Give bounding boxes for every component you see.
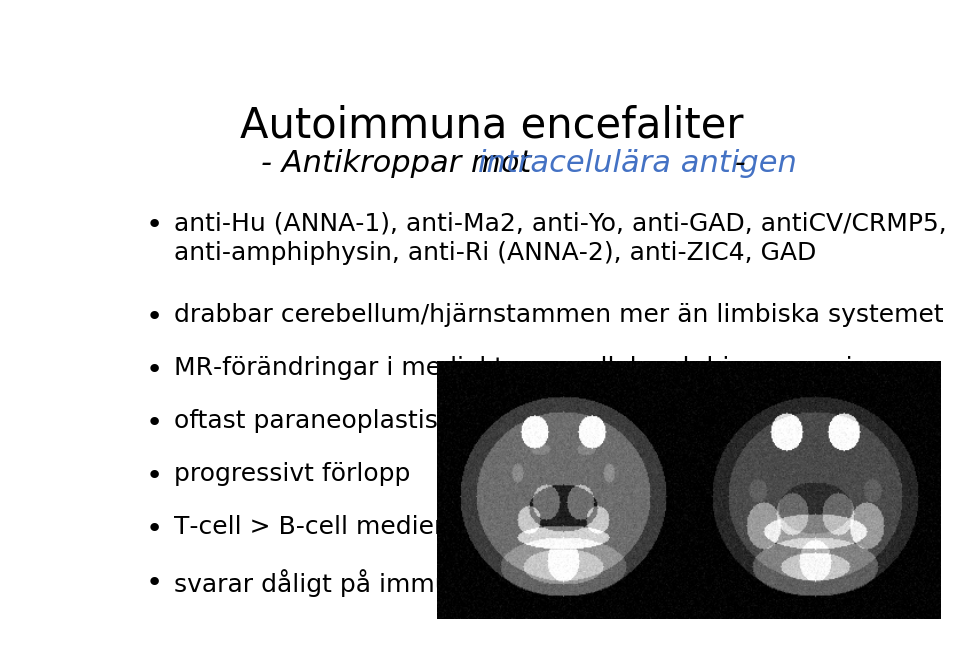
Text: •: • xyxy=(146,569,163,597)
Text: •: • xyxy=(146,212,163,239)
Text: svarar dåligt på immunterapi: svarar dåligt på immunterapi xyxy=(174,569,540,597)
Text: oftast paraneoplastiska: oftast paraneoplastiska xyxy=(174,409,467,433)
Text: •: • xyxy=(146,462,163,490)
Text: drabbar cerebellum/hjärnstammen mer än limbiska systemet: drabbar cerebellum/hjärnstammen mer än l… xyxy=(174,303,943,327)
Text: •: • xyxy=(146,303,163,331)
Text: - Antikroppar mot: - Antikroppar mot xyxy=(261,150,541,179)
Text: anti‑Hu (ANNA‑1), anti‑Ma2, anti‑Yo, anti‑GAD, antiCV/CRMP5,
anti‑amphiphysin, a: anti‑Hu (ANNA‑1), anti‑Ma2, anti‑Yo, ant… xyxy=(174,212,947,265)
Text: -: - xyxy=(726,150,746,179)
Text: T‑cell > B‑cell medierade: T‑cell > B‑cell medierade xyxy=(174,515,491,539)
Text: Autoimmuna encefaliter: Autoimmuna encefaliter xyxy=(240,104,744,146)
Text: •: • xyxy=(146,515,163,544)
Text: •: • xyxy=(146,409,163,437)
Text: intracelulära antigen: intracelulära antigen xyxy=(478,150,797,179)
Text: progressivt förlopp: progressivt förlopp xyxy=(174,462,410,486)
Text: •: • xyxy=(146,356,163,384)
Text: MR‑förändringar i medial temporallob och hippocampi: MR‑förändringar i medial temporallob och… xyxy=(174,356,852,380)
